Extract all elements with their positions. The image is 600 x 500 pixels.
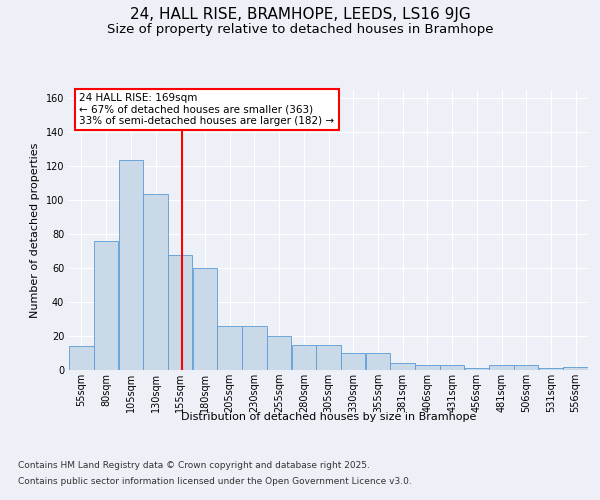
Bar bbox=[217, 326, 242, 370]
Bar bbox=[193, 268, 217, 370]
Y-axis label: Number of detached properties: Number of detached properties bbox=[30, 142, 40, 318]
Text: 24 HALL RISE: 169sqm
← 67% of detached houses are smaller (363)
33% of semi-deta: 24 HALL RISE: 169sqm ← 67% of detached h… bbox=[79, 93, 335, 126]
Bar bbox=[242, 326, 266, 370]
Bar bbox=[168, 254, 193, 370]
Bar bbox=[539, 368, 563, 370]
Bar bbox=[365, 353, 390, 370]
Bar bbox=[341, 353, 365, 370]
Bar bbox=[316, 344, 341, 370]
Bar bbox=[440, 365, 464, 370]
Bar bbox=[489, 365, 514, 370]
Bar bbox=[464, 368, 489, 370]
Bar bbox=[69, 346, 94, 370]
Bar bbox=[94, 241, 118, 370]
Bar bbox=[292, 344, 316, 370]
Bar bbox=[119, 160, 143, 370]
Bar bbox=[391, 363, 415, 370]
Bar bbox=[514, 365, 538, 370]
Text: 24, HALL RISE, BRAMHOPE, LEEDS, LS16 9JG: 24, HALL RISE, BRAMHOPE, LEEDS, LS16 9JG bbox=[130, 8, 470, 22]
Text: Size of property relative to detached houses in Bramhope: Size of property relative to detached ho… bbox=[107, 22, 493, 36]
Text: Contains public sector information licensed under the Open Government Licence v3: Contains public sector information licen… bbox=[18, 477, 412, 486]
Text: Contains HM Land Registry data © Crown copyright and database right 2025.: Contains HM Land Registry data © Crown c… bbox=[18, 460, 370, 469]
Bar bbox=[563, 366, 588, 370]
Bar bbox=[415, 365, 440, 370]
Bar bbox=[143, 194, 168, 370]
Text: Distribution of detached houses by size in Bramhope: Distribution of detached houses by size … bbox=[181, 412, 476, 422]
Bar bbox=[267, 336, 292, 370]
